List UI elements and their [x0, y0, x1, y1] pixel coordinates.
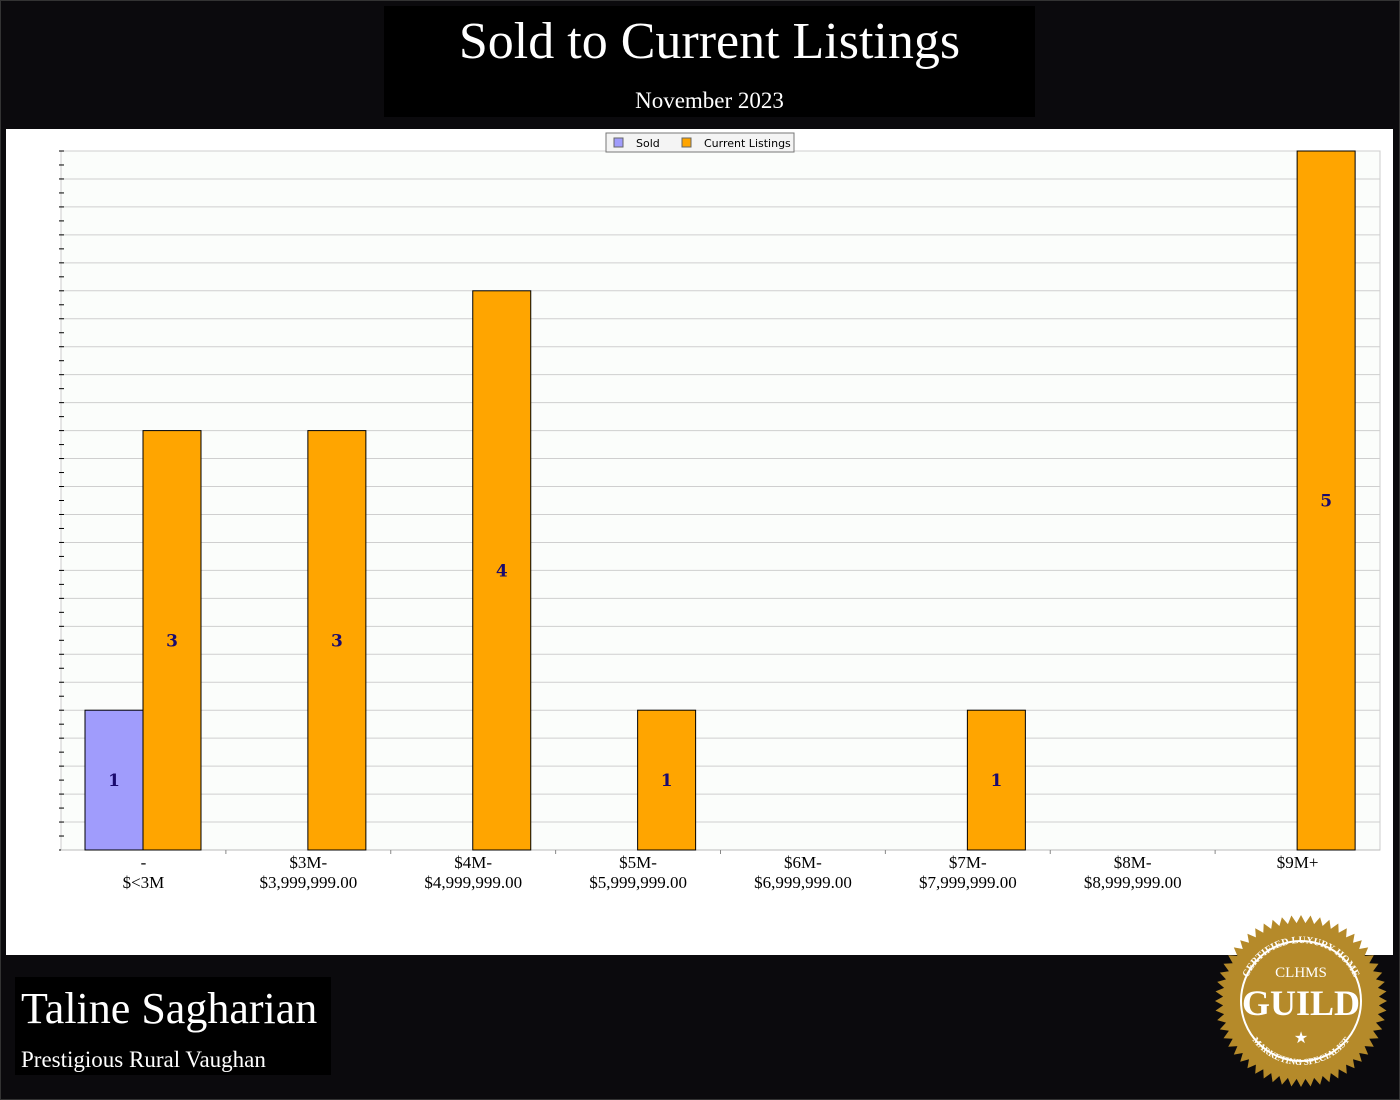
x-tick-label: $8M-$8,999,999.00 [1084, 853, 1182, 892]
data-label: 4 [496, 561, 508, 581]
legend-label: Current Listings [704, 137, 791, 150]
logo-word: GUILD [1242, 983, 1360, 1023]
bar-chart: -$<3M 1 3 $3M-$3,999,999.00 3 $4M-$4,999,999.… [59, 132, 1381, 892]
bar-current-listings [966, 709, 1026, 851]
agent-card: Taline Sagharian Prestigious Rural Vaugh… [15, 977, 331, 1075]
data-label: 1 [661, 771, 673, 791]
chart-title: Sold to Current Listings [458, 13, 961, 70]
agent-area: Prestigious Rural Vaughan [21, 1047, 266, 1072]
data-label: 1 [108, 771, 120, 791]
bar-current-listings [637, 709, 697, 851]
logo-mark: CLHMS [1275, 965, 1327, 981]
star-icon: ★ [1294, 1028, 1308, 1047]
plot-area [60, 150, 1381, 851]
data-label: 5 [1320, 492, 1332, 512]
data-label: 3 [331, 631, 343, 651]
x-tick-label: $4M-$4,999,999.00 [424, 853, 522, 892]
bar-current-listings [142, 430, 202, 851]
x-tick-label: $7M-$7,999,999.00 [919, 853, 1017, 892]
legend-swatch [681, 137, 692, 148]
legend-label: Sold [636, 137, 660, 150]
data-label: 1 [990, 771, 1002, 791]
x-tick-label: $6M-$6,999,999.00 [754, 853, 852, 892]
header: Sold to Current Listings November 2023 [384, 6, 1035, 117]
agent-name: Taline Sagharian [21, 984, 318, 1033]
x-tick-label: $3M-$3,999,999.00 [259, 853, 357, 892]
bar-sold [84, 709, 144, 851]
x-tick-label: $9M+ [1277, 853, 1319, 872]
chart-subtitle: November 2023 [635, 88, 784, 113]
clhms-guild-seal-logo: CLHMS GUILD ★ CERTIFIED LUXURY HOME MARK… [1215, 915, 1387, 1087]
legend [605, 132, 795, 153]
bar-current-listings [307, 430, 367, 851]
data-label: 3 [166, 631, 178, 651]
x-tick-label: $5M-$5,999,999.00 [589, 853, 687, 892]
x-tick-label: -$<3M [123, 853, 165, 892]
bar-current-listings [1296, 150, 1356, 851]
legend-swatch [613, 137, 624, 148]
bar-current-listings [472, 290, 532, 851]
chart-panel: -$<3M 1 3 $3M-$3,999,999.00 3 $4M-$4,999,999.… [6, 129, 1393, 955]
